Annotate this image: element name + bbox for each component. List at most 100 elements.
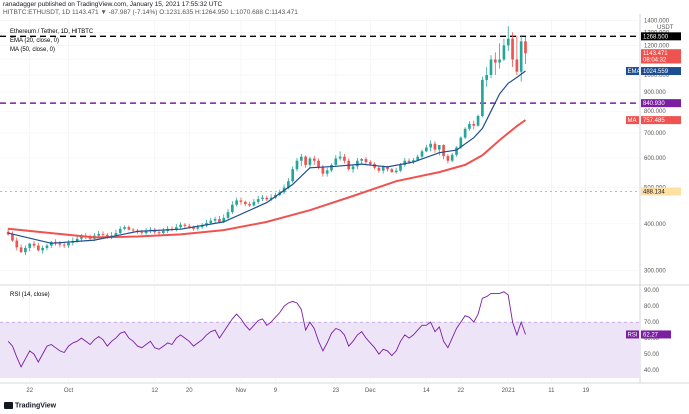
candle-body[interactable] (269, 197, 273, 200)
candle-body[interactable] (321, 166, 325, 174)
candle-body[interactable] (381, 166, 385, 171)
candle-body[interactable] (308, 158, 312, 165)
candle-body[interactable] (58, 243, 62, 245)
candle-body[interactable] (476, 115, 480, 126)
candle-body[interactable] (446, 156, 450, 161)
candle-body[interactable] (429, 143, 432, 148)
candle-body[interactable] (222, 217, 226, 222)
candle-body[interactable] (88, 237, 92, 239)
candle-body[interactable] (399, 164, 402, 171)
candle-body[interactable] (174, 227, 178, 230)
candle-body[interactable] (472, 123, 476, 126)
candle-body[interactable] (519, 41, 523, 72)
candle-body[interactable] (489, 59, 493, 75)
candle-body[interactable] (261, 197, 264, 200)
candle-body[interactable] (36, 245, 40, 251)
candle-body[interactable] (351, 166, 355, 170)
candle-body[interactable] (356, 160, 359, 167)
candle-body[interactable] (515, 59, 519, 72)
candle-body[interactable] (243, 201, 247, 205)
candle-body[interactable] (437, 144, 441, 150)
candle-body[interactable] (101, 233, 105, 235)
candle-body[interactable] (481, 79, 484, 116)
candle-body[interactable] (502, 45, 506, 60)
candle-body[interactable] (24, 247, 27, 253)
candle-body[interactable] (162, 230, 165, 234)
candle-body[interactable] (403, 160, 407, 165)
candle-body[interactable] (6, 231, 10, 235)
candle-body[interactable] (455, 147, 458, 155)
candle-body[interactable] (11, 234, 14, 241)
candle-body[interactable] (463, 128, 467, 138)
candle-body[interactable] (312, 158, 316, 161)
candle-body[interactable] (218, 219, 221, 222)
candle-body[interactable] (62, 244, 66, 246)
candle-body[interactable] (343, 156, 346, 161)
candle-body[interactable] (334, 158, 338, 165)
candle-body[interactable] (386, 166, 389, 170)
candle-body[interactable] (32, 243, 36, 246)
candle-body[interactable] (248, 204, 251, 206)
candle-body[interactable] (394, 170, 398, 173)
candle-body[interactable] (179, 224, 182, 228)
candle-body[interactable] (19, 247, 23, 253)
candle-body[interactable] (390, 169, 394, 173)
candle-body[interactable] (325, 170, 329, 174)
candle-body[interactable] (187, 225, 191, 227)
candle-body[interactable] (317, 160, 320, 167)
candle-body[interactable] (226, 212, 230, 218)
candle-body[interactable] (360, 159, 364, 161)
candle-body[interactable] (123, 227, 126, 229)
candle-body[interactable] (368, 162, 372, 165)
candle-body[interactable] (230, 204, 234, 213)
candle-body[interactable] (209, 220, 213, 224)
candle-body[interactable] (304, 156, 307, 165)
candle-body[interactable] (511, 38, 514, 60)
candle-body[interactable] (420, 151, 424, 157)
candle-body[interactable] (200, 225, 204, 228)
candle-body[interactable] (67, 242, 70, 246)
candle-body[interactable] (364, 159, 368, 163)
candle-body[interactable] (127, 227, 131, 230)
candle-body[interactable] (493, 59, 497, 63)
candle-body[interactable] (196, 227, 200, 229)
candle-body[interactable] (75, 238, 79, 241)
candle-body[interactable] (330, 164, 333, 171)
candle-body[interactable] (131, 229, 135, 231)
candle-body[interactable] (183, 224, 187, 226)
candle-body[interactable] (377, 167, 381, 171)
candle-body[interactable] (338, 156, 342, 159)
candle-body[interactable] (213, 219, 217, 221)
candle-body[interactable] (459, 137, 463, 148)
candle-body[interactable] (140, 232, 144, 234)
candle-body[interactable] (412, 160, 415, 163)
candle-body[interactable] (295, 160, 299, 170)
candle-body[interactable] (252, 201, 256, 206)
candle-body[interactable] (80, 236, 83, 239)
candle-body[interactable] (442, 144, 445, 157)
candle-body[interactable] (424, 147, 428, 152)
candle-body[interactable] (41, 247, 44, 251)
candle-body[interactable] (105, 234, 109, 237)
candle-body[interactable] (97, 233, 101, 236)
candle-body[interactable] (416, 156, 420, 161)
candle-body[interactable] (256, 199, 260, 202)
candle-body[interactable] (407, 160, 411, 163)
candle-body[interactable] (450, 154, 454, 161)
candle-body[interactable] (192, 226, 195, 229)
candle-body[interactable] (157, 232, 161, 234)
tradingview-logo[interactable]: TradingView (4, 402, 56, 409)
candle-body[interactable] (265, 197, 269, 200)
candle-body[interactable] (291, 169, 295, 182)
candle-body[interactable] (15, 240, 19, 248)
candle-body[interactable] (485, 74, 489, 80)
candle-body[interactable] (299, 156, 303, 161)
candle-body[interactable] (498, 59, 501, 63)
candle-body[interactable] (506, 38, 510, 46)
candle-body[interactable] (287, 181, 290, 188)
candle-body[interactable] (118, 228, 122, 234)
candle-body[interactable] (235, 200, 238, 205)
candle-body[interactable] (114, 233, 118, 236)
candle-body[interactable] (433, 143, 437, 150)
